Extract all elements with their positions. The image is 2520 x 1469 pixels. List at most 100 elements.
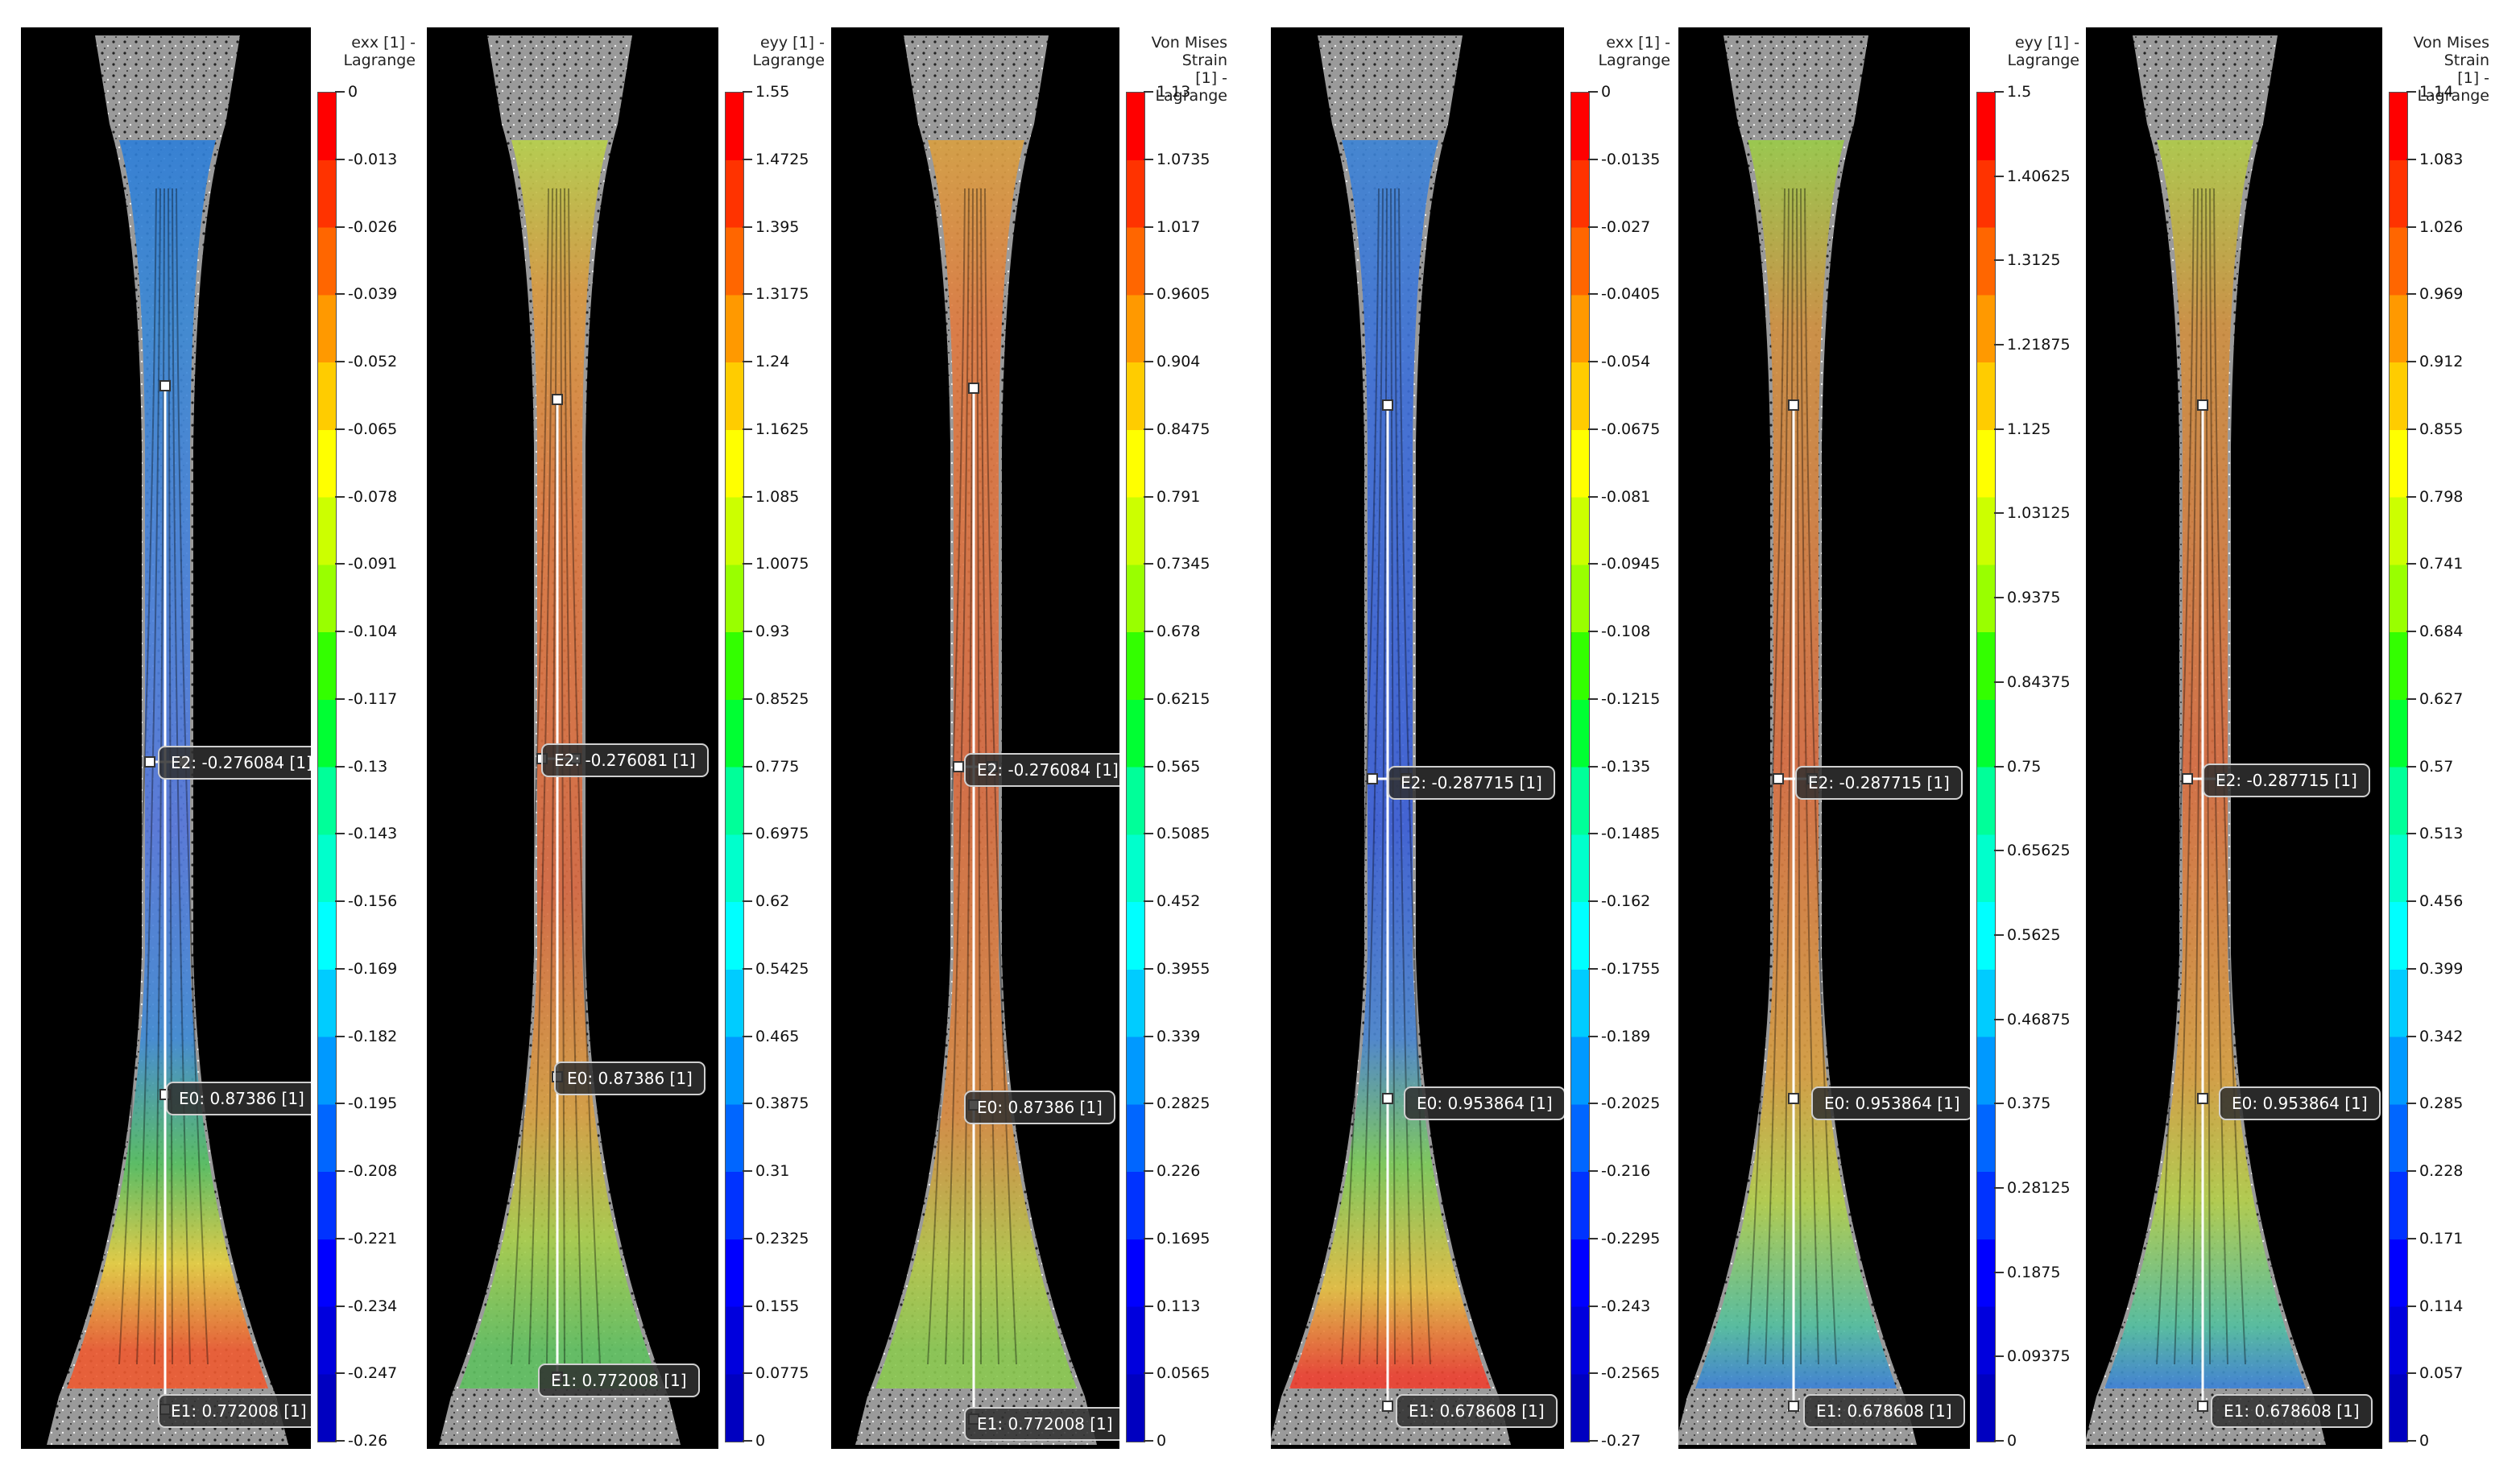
colorbar-tick-label: 0.1695	[1157, 1229, 1210, 1248]
extensometer-marker[interactable]	[1788, 1401, 1799, 1412]
extensometer-label-e0[interactable]: E0: 0.87386 [1]	[166, 1082, 311, 1115]
extensometer-label-e0[interactable]: E0: 0.953864 [1]	[1811, 1086, 1970, 1120]
extensometer-label-e0[interactable]: E0: 0.87386 [1]	[554, 1061, 706, 1095]
colorbar-tick	[1144, 226, 1153, 228]
extensometer-marker[interactable]	[2182, 773, 2193, 784]
colorbar-tick-label: 0.75	[2007, 757, 2042, 776]
extensometer-label-e1[interactable]: E1: 0.678608 [1]	[1803, 1394, 1965, 1428]
contour-line	[511, 188, 549, 1365]
extensometer-marker[interactable]	[159, 380, 171, 391]
extensometer-label-e1[interactable]: E1: 0.772008 [1]	[538, 1363, 700, 1397]
extensometer-marker[interactable]	[1367, 773, 1378, 784]
extensometer-label-e0[interactable]: E0: 0.953864 [1]	[2219, 1086, 2381, 1120]
extensometer-label-e1[interactable]: E1: 0.772008 [1]	[158, 1394, 311, 1428]
specimen-image: E2: -0.287715 [1] E0: 0.953864 [1] E1: 0.6…	[2086, 27, 2382, 1449]
colorbar-tick	[2406, 1170, 2416, 1172]
extensometer-label-e2[interactable]: E2: -0.276084 [1]	[964, 753, 1119, 787]
extensometer-marker[interactable]	[1382, 1093, 1393, 1104]
extensometer-label-e0[interactable]: E0: 0.953864 [1]	[1404, 1086, 1564, 1120]
colorbar-tick-label: 0.6215	[1157, 689, 1210, 708]
specimen-svg	[439, 35, 681, 1445]
colorbar-tick-label: -0.0405	[1601, 285, 1661, 304]
legend-title-line: Lagrange	[343, 52, 416, 69]
contour-line	[2156, 188, 2195, 1365]
colorbar-tick	[335, 631, 345, 632]
colorbar-tick-label: 0.113	[1157, 1297, 1201, 1315]
colorbar-tick	[2406, 697, 2416, 700]
extensometer-marker[interactable]	[1382, 1401, 1393, 1412]
colorbar-tick	[743, 361, 752, 362]
colorbar	[1976, 92, 1996, 1442]
colorbar-tick	[743, 563, 752, 565]
color-legend: Von Mises Strain [1] - Lagrange 1.14 1.083 1…	[2382, 27, 2494, 1450]
colorbar-tick	[743, 900, 752, 902]
colorbar-tick	[743, 293, 752, 296]
legend-title-line: Lagrange	[1598, 52, 1670, 69]
extensometer-marker[interactable]	[968, 383, 979, 394]
colorbar-tick-label: -0.156	[348, 892, 398, 910]
extensometer-label-e1[interactable]: E1: 0.772008 [1]	[964, 1407, 1119, 1441]
colorbar-tick-label: -0.091	[348, 555, 398, 573]
colorbar-tick-label: 0.057	[2419, 1364, 2464, 1383]
extensometer-label-e2[interactable]: E2: -0.276081 [1]	[541, 743, 709, 777]
colorbar-tick	[743, 765, 752, 768]
colorbar-tick-label: -0.027	[1601, 217, 1651, 236]
colorbar-tick	[1994, 91, 2004, 93]
colorbar-tick	[1994, 428, 2004, 430]
colorbar-tick-label: 0.855	[2419, 420, 2464, 438]
colorbar-tick-label: 0.741	[2419, 555, 2464, 573]
extensometer-label-e2[interactable]: E2: -0.276084 [1]	[158, 746, 311, 780]
colorbar-tick-label: 0.2825	[1157, 1095, 1210, 1113]
legend-title: eyy [1] - Lagrange	[752, 34, 825, 69]
legend-title-line: Lagrange	[2007, 52, 2079, 69]
colorbar-tick	[743, 1305, 752, 1307]
colorbar-tick	[335, 1237, 345, 1239]
legend-title-line: Lagrange	[752, 52, 825, 69]
extensometer-label-e1[interactable]: E1: 0.678608 [1]	[1396, 1394, 1558, 1428]
extensometer-label-e2[interactable]: E2: -0.287715 [1]	[1795, 766, 1963, 800]
colorbar-tick-label: 0.684	[2419, 623, 2464, 640]
extensometer-label-e0[interactable]: E0: 0.87386 [1]	[964, 1090, 1115, 1124]
colorbar-tick	[335, 158, 345, 160]
colorbar	[1570, 92, 1590, 1442]
extensometer-marker[interactable]	[144, 756, 155, 768]
colorbar-tick	[743, 631, 752, 632]
colorbar-tick-label: -0.208	[348, 1162, 398, 1180]
colorbar-tick	[2406, 361, 2416, 362]
extensometer-marker[interactable]	[2197, 1401, 2208, 1412]
extensometer-marker[interactable]	[1788, 399, 1799, 411]
extensometer-marker[interactable]	[1788, 1093, 1799, 1104]
extensometer-label-e2[interactable]: E2: -0.287715 [1]	[1388, 766, 1555, 800]
extensometer-marker[interactable]	[1773, 773, 1784, 784]
colorbar-tick-label: -0.2295	[1601, 1229, 1661, 1248]
specimen-svg	[855, 35, 1097, 1445]
colorbar-tick-label: 1.125	[2007, 420, 2051, 438]
colorbar-tick	[1588, 428, 1598, 430]
colorbar-tick	[1994, 175, 2004, 177]
colorbar-tick	[1144, 563, 1153, 565]
colorbar-tick-label: 0.5085	[1157, 825, 1210, 843]
colorbar-tick-label: 0.9375	[2007, 589, 2061, 607]
colorbar-tick-label: 0.3955	[1157, 959, 1210, 978]
colorbar-tick-label: 0.5425	[755, 959, 809, 978]
specimen-image: E2: -0.276084 [1] E0: 0.87386 [1] E1: 0.77…	[21, 27, 311, 1449]
strain-field-overlay	[1695, 140, 1897, 1388]
colorbar-tick	[1144, 1440, 1153, 1442]
strain-panel-5: E2: -0.287715 [1] E0: 0.953864 [1] E1: 0.6…	[1678, 27, 2084, 1450]
extensometer-marker[interactable]	[2197, 399, 2208, 411]
extensometer-marker[interactable]	[1382, 399, 1393, 411]
colorbar-tick-label: 0.3875	[755, 1095, 809, 1113]
colorbar-tick	[743, 226, 752, 228]
strain-panel-2: E2: -0.276081 [1] E0: 0.87386 [1] E1: 0.77…	[427, 27, 830, 1450]
colorbar-tick	[1144, 833, 1153, 835]
colorbar-tick-label: 0.912	[2419, 353, 2464, 370]
extensometer-label-e2[interactable]: E2: -0.287715 [1]	[2203, 763, 2370, 797]
colorbar-tick-label: -0.216	[1601, 1162, 1651, 1180]
extensometer-marker[interactable]	[953, 761, 964, 772]
colorbar-tick-label: 1.3175	[755, 285, 809, 304]
extensometer-marker[interactable]	[2197, 1093, 2208, 1104]
extensometer-marker[interactable]	[552, 394, 563, 405]
colorbar-tick	[1994, 933, 2004, 936]
colorbar-tick	[1144, 765, 1153, 768]
extensometer-label-e1[interactable]: E1: 0.678608 [1]	[2211, 1394, 2373, 1428]
